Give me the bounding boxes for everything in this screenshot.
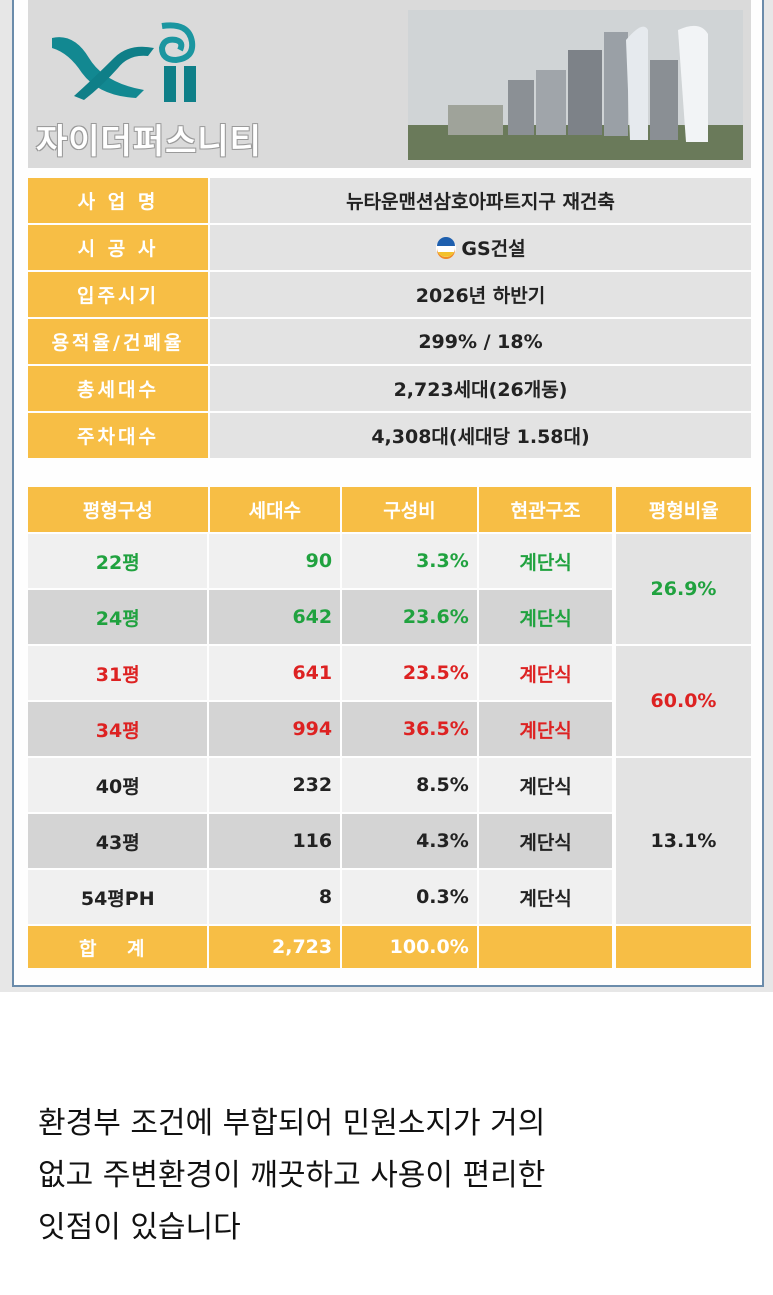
info-value-builder: GS건설 bbox=[210, 225, 751, 270]
header-banner: 자이더퍼스니티 bbox=[28, 0, 751, 168]
gs-logo-icon bbox=[436, 236, 457, 259]
entrance-type: 계단식 bbox=[478, 870, 613, 924]
entrance-type: 계단식 bbox=[478, 646, 613, 700]
total-label: 합 계 bbox=[28, 926, 208, 968]
info-row-builder: 시 공 사 GS건설 bbox=[28, 225, 751, 270]
unit-type: 54평PH bbox=[28, 870, 208, 924]
info-label: 입주시기 bbox=[28, 272, 208, 317]
info-label: 총세대수 bbox=[28, 366, 208, 411]
share-percent: 4.3% bbox=[342, 814, 477, 868]
table-header-row: 평형구성 세대수 구성비 현관구조 평형비율 bbox=[28, 487, 752, 532]
city-skyline-image bbox=[408, 10, 743, 160]
total-share: 100.0% bbox=[342, 926, 477, 968]
unit-type: 40평 bbox=[28, 758, 208, 812]
xi-logo-icon bbox=[52, 22, 196, 102]
household-count: 8 bbox=[209, 870, 341, 924]
column-header: 세대수 bbox=[209, 487, 341, 532]
unit-type: 24평 bbox=[28, 590, 208, 644]
info-value: 2,723세대(26개동) bbox=[210, 366, 751, 411]
column-header: 현관구조 bbox=[478, 487, 613, 532]
share-percent: 8.5% bbox=[342, 758, 477, 812]
entrance-type: 계단식 bbox=[478, 758, 613, 812]
unit-type: 34평 bbox=[28, 702, 208, 756]
entrance-type: 계단식 bbox=[478, 590, 613, 644]
info-label: 사 업 명 bbox=[28, 178, 208, 223]
share-percent: 3.3% bbox=[342, 534, 477, 588]
column-header: 평형비율 bbox=[616, 487, 752, 532]
share-percent: 0.3% bbox=[342, 870, 477, 924]
info-value: 뉴타운맨션삼호아파트지구 재건축 bbox=[210, 178, 751, 223]
household-count: 994 bbox=[209, 702, 341, 756]
caption-text: 환경부 조건에 부합되어 민원소지가 거의 없고 주변환경이 깨끗하고 사용이 … bbox=[38, 1106, 546, 1245]
household-count: 90 bbox=[209, 534, 341, 588]
info-row-ratio: 용적율/건폐율 299% / 18% bbox=[28, 319, 751, 364]
ratio-group-small: 26.9% bbox=[616, 534, 751, 644]
share-percent: 23.6% bbox=[342, 590, 477, 644]
entrance-type: 계단식 bbox=[478, 534, 613, 588]
unit-composition-table: 평형구성 세대수 구성비 현관구조 평형비율 22평 90 3.3% 계단식 24평 64… bbox=[28, 487, 752, 970]
column-header: 평형구성 bbox=[28, 487, 208, 532]
household-count: 642 bbox=[209, 590, 341, 644]
info-label: 시 공 사 bbox=[28, 225, 208, 270]
entrance-type: 계단식 bbox=[478, 702, 613, 756]
unit-type: 31평 bbox=[28, 646, 208, 700]
unit-type: 43평 bbox=[28, 814, 208, 868]
total-count: 2,723 bbox=[209, 926, 341, 968]
column-header: 구성비 bbox=[342, 487, 477, 532]
info-value: 4,308대(세대당 1.58대) bbox=[210, 413, 751, 458]
share-percent: 23.5% bbox=[342, 646, 477, 700]
info-value: 2026년 하반기 bbox=[210, 272, 751, 317]
household-count: 116 bbox=[209, 814, 341, 868]
info-row-parking: 주차대수 4,308대(세대당 1.58대) bbox=[28, 413, 751, 458]
total-row: 합 계 2,723 100.0% bbox=[28, 926, 751, 968]
brand-name: 자이더퍼스니티 bbox=[36, 122, 262, 162]
info-row-movein: 입주시기 2026년 하반기 bbox=[28, 272, 751, 317]
ratio-group-large: 13.1% bbox=[616, 758, 751, 924]
total-empty bbox=[616, 926, 751, 968]
info-value: 299% / 18% bbox=[210, 319, 751, 364]
ratio-group-medium: 60.0% bbox=[616, 646, 751, 756]
total-empty bbox=[478, 926, 613, 968]
table-row: 24평 642 23.6% 계단식 bbox=[28, 590, 751, 644]
info-row-project: 사 업 명 뉴타운맨션삼호아파트지구 재건축 bbox=[28, 178, 751, 223]
info-label: 주차대수 bbox=[28, 413, 208, 458]
builder-name: GS건설 bbox=[461, 238, 526, 260]
share-percent: 36.5% bbox=[342, 702, 477, 756]
household-count: 641 bbox=[209, 646, 341, 700]
entrance-type: 계단식 bbox=[478, 814, 613, 868]
household-count: 232 bbox=[209, 758, 341, 812]
apartment-info-card: 자이더퍼스니티 사 업 명 뉴타운맨션삼호아파트지구 재건축 시 공 사 bbox=[0, 0, 773, 992]
unit-type: 22평 bbox=[28, 534, 208, 588]
project-info-table: 사 업 명 뉴타운맨션삼호아파트지구 재건축 시 공 사 GS건설 입주시기 2… bbox=[28, 178, 751, 460]
info-row-households: 총세대수 2,723세대(26개동) bbox=[28, 366, 751, 411]
info-label: 용적율/건폐율 bbox=[28, 319, 208, 364]
